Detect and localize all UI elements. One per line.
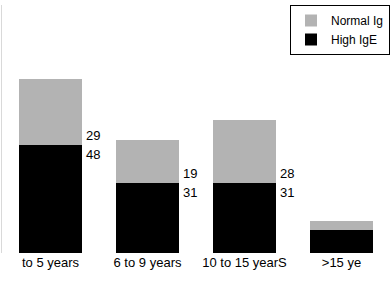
svg-text:31: 31 <box>280 185 294 200</box>
svg-text:Normal Ig: Normal Ig <box>331 14 383 28</box>
svg-text:48: 48 <box>86 147 100 162</box>
svg-text:High IgE: High IgE <box>331 33 377 47</box>
svg-text:29: 29 <box>86 128 100 143</box>
svg-text:28: 28 <box>280 166 294 181</box>
svg-text:>15 ye: >15 ye <box>322 255 361 270</box>
svg-text:to 5 years: to 5 years <box>22 255 80 270</box>
svg-text:19: 19 <box>183 166 197 181</box>
svg-text:31: 31 <box>183 185 197 200</box>
svg-text:10 to 15 yearS: 10 to 15 yearS <box>202 255 287 270</box>
svg-text:6 to 9 years: 6 to 9 years <box>114 255 182 270</box>
